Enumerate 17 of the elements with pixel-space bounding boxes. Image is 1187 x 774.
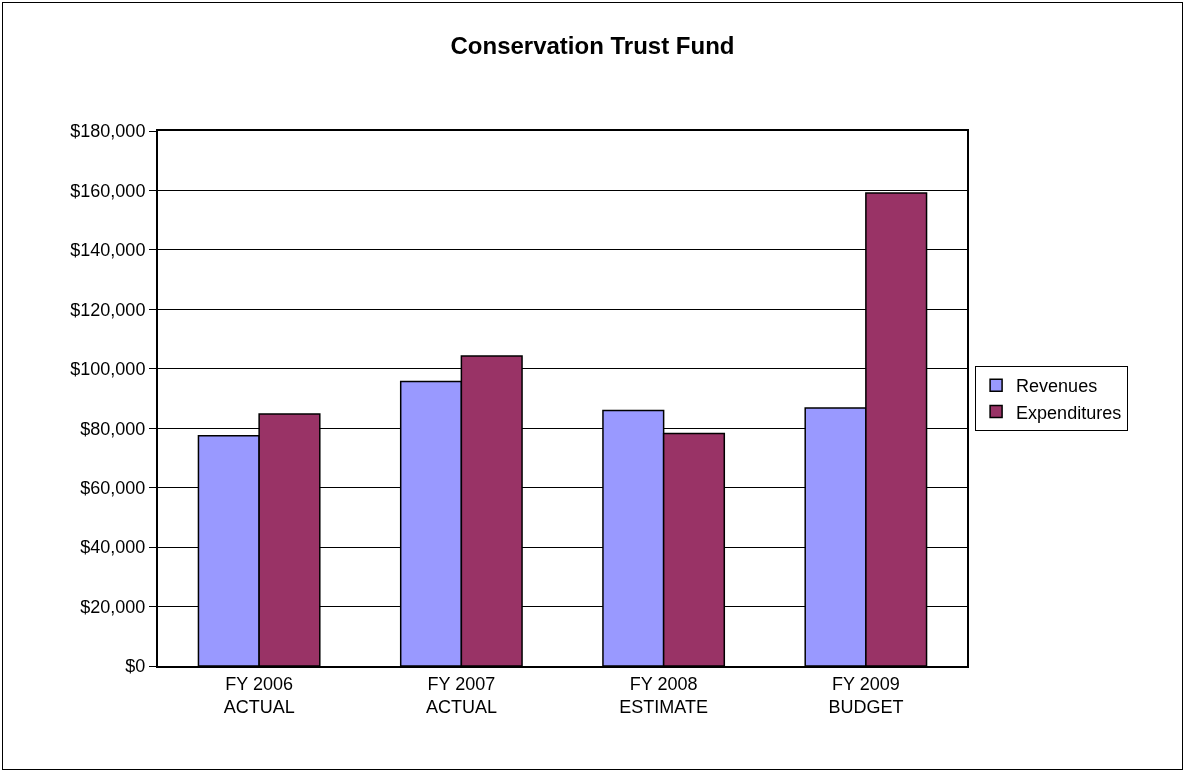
y-tick-label: $80,000 [80, 418, 146, 439]
x-tick-label: FY 2008 ESTIMATE [619, 673, 708, 717]
x-tick-label: FY 2007 ACTUAL [425, 673, 497, 717]
y-tick-label: $160,000 [70, 180, 146, 201]
chart-title: Conservation Trust Fund [450, 32, 735, 60]
y-tick-label: $180,000 [70, 121, 146, 142]
legend-label: Expenditures [1016, 402, 1122, 423]
x-tick-label: FY 2006 ACTUAL [223, 673, 295, 717]
y-tick-label: $120,000 [70, 299, 146, 320]
y-tick-label: $100,000 [70, 359, 146, 380]
y-tick-label: $20,000 [80, 596, 146, 617]
y-tick-label: $0 [125, 656, 146, 677]
y-tick-label: $40,000 [80, 537, 146, 558]
y-tick-label: $60,000 [80, 477, 146, 498]
y-tick-label: $140,000 [70, 240, 146, 261]
legend-label: Revenues [1016, 376, 1098, 397]
x-tick-label: FY 2009 BUDGET [828, 673, 904, 717]
